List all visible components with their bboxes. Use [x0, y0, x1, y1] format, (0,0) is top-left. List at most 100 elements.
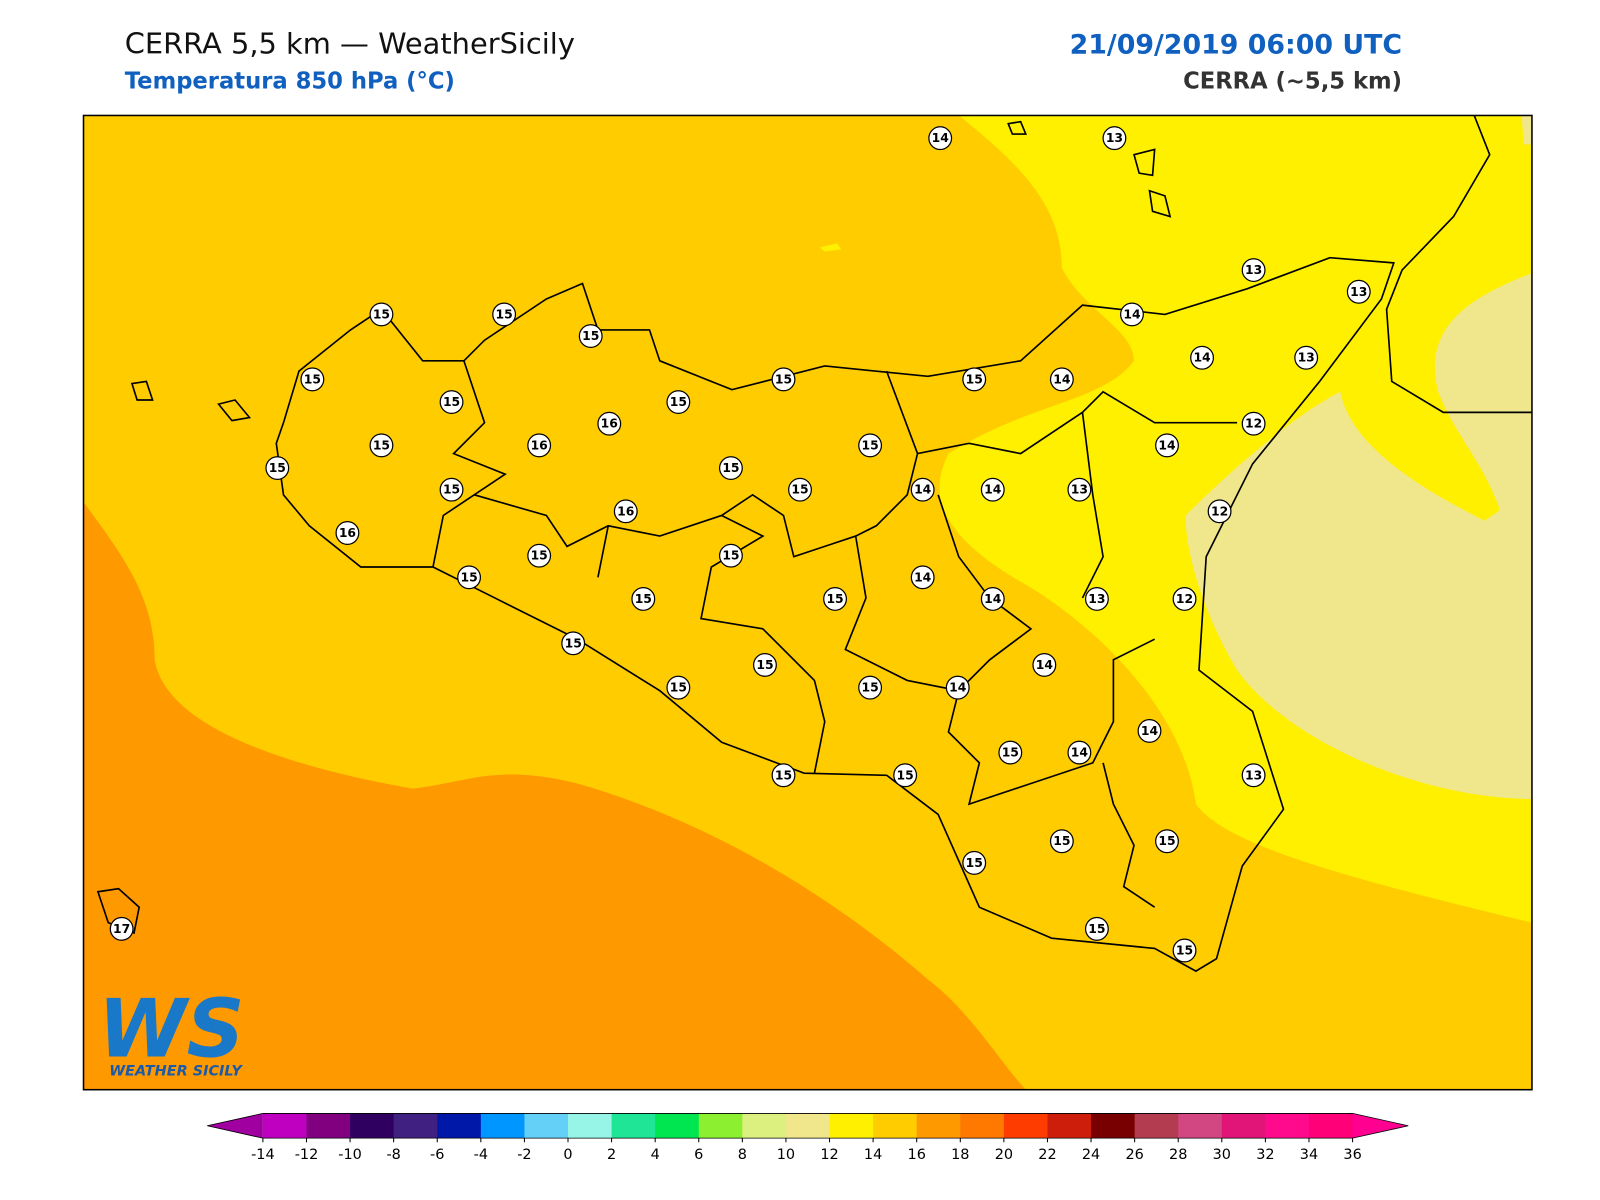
station-marker [718, 456, 743, 480]
station-value: 14 [1053, 372, 1071, 386]
station-marker [666, 675, 691, 700]
station-value: 15 [1158, 834, 1175, 848]
station-marker [1137, 718, 1162, 743]
station-value: 16 [617, 504, 634, 518]
station-marker [1155, 433, 1179, 458]
station-value: 15 [269, 461, 286, 475]
provinces [432, 360, 1238, 908]
station-value: 14 [1158, 438, 1176, 452]
station-marker [578, 324, 603, 349]
colorbar-tick-label: 4 [651, 1147, 660, 1163]
station-marker [1346, 279, 1371, 304]
station-value: 15 [373, 438, 390, 452]
station: 17 [109, 916, 134, 941]
station: 15 [998, 740, 1023, 765]
station: 14 [1155, 433, 1179, 458]
station-value: 15 [1053, 834, 1070, 848]
coastline [275, 256, 1395, 973]
station: 15 [561, 631, 586, 656]
station-value: 15 [862, 438, 879, 452]
station: 15 [858, 433, 883, 458]
station-value: 15 [775, 768, 792, 782]
station-value: 13 [1245, 263, 1262, 277]
station-value: 15 [1176, 944, 1193, 958]
station: 15 [439, 390, 464, 415]
colorbar-tick-label: 24 [1082, 1147, 1100, 1163]
colorbar-segment [568, 1113, 613, 1139]
station: 14 [980, 477, 1005, 502]
station-marker [962, 367, 987, 392]
station-value: 14 [932, 131, 950, 145]
colorbar-segment [916, 1113, 961, 1139]
field-12-14 [819, 243, 842, 252]
station-marker [962, 850, 987, 875]
station-marker [561, 631, 586, 656]
colorbar-segment [655, 1113, 700, 1139]
station: 15 [718, 456, 743, 480]
station: 15 [369, 302, 394, 327]
station-value: 15 [443, 483, 460, 497]
station: 15 [457, 565, 482, 590]
colorbar-segment [480, 1113, 525, 1139]
station-value: 14 [949, 681, 967, 695]
station: 15 [893, 763, 918, 788]
station-value: 15 [791, 483, 808, 497]
station-value: 15 [862, 681, 879, 695]
colorbar-tick-label: 16 [908, 1147, 926, 1163]
colorbar-segment [785, 1113, 831, 1139]
colorbar-tick-label: -4 [474, 1147, 488, 1163]
station: 14 [928, 126, 953, 151]
station: 15 [1084, 916, 1109, 941]
colorbar-tick-label: 26 [1125, 1147, 1143, 1163]
station-marker [666, 390, 691, 415]
station-value: 14 [914, 483, 932, 497]
station-value: 15 [531, 549, 548, 563]
station-marker [1102, 126, 1127, 151]
station-marker [1120, 302, 1144, 327]
colorbar-segment [1047, 1113, 1092, 1139]
station-value: 12 [1211, 504, 1228, 518]
station-value: 15 [670, 681, 687, 695]
station-value: 12 [1245, 417, 1262, 431]
station-value: 15 [443, 395, 460, 409]
station-value: 15 [565, 636, 582, 650]
station-value: 14 [1071, 746, 1089, 760]
station: 14 [910, 565, 935, 590]
field-10-12 [1185, 273, 1532, 799]
station-marker [527, 543, 552, 568]
station-marker [439, 390, 464, 415]
station-marker [457, 565, 482, 590]
station: 15 [1155, 829, 1179, 854]
station-value: 15 [756, 658, 773, 672]
station: 13 [1067, 477, 1092, 502]
colorbar: -14 -12 -10 -8 -6 -4 -2 0 2 4 6 8 10 12 14 16 18 20 22 24 26… [207, 1112, 1409, 1163]
station-marker [823, 587, 848, 611]
station: 12 [1241, 411, 1266, 436]
islands [96, 120, 1172, 935]
station: 14 [1190, 345, 1215, 370]
colorbar-segment [1221, 1113, 1266, 1139]
colorbar-tick-label: 30 [1213, 1147, 1231, 1163]
station-marker [998, 740, 1023, 765]
station-marker [858, 433, 883, 458]
title: CERRA 5,5 km — WeatherSicily [125, 27, 575, 61]
station-value: 16 [339, 526, 356, 540]
model-label: CERRA (~5,5 km) [1183, 69, 1402, 95]
colorbar-tick-label: 34 [1300, 1147, 1318, 1163]
colorbar-tick-label: 10 [777, 1147, 795, 1163]
colorbar-tick-label: 22 [1038, 1147, 1056, 1163]
stations: 14 13 13 13 15 15 15 14 14 13 15 15 15 14 15 15 16 12 15 16… [109, 126, 1371, 963]
colorbar-tick-label: 36 [1343, 1147, 1361, 1163]
station: 14 [1137, 718, 1162, 743]
colorbar-segment [1134, 1113, 1179, 1139]
station-value: 15 [722, 461, 739, 475]
station-value: 13 [1071, 483, 1088, 497]
station-marker [718, 543, 743, 568]
colorbar-tick-label: -12 [295, 1147, 319, 1163]
station: 16 [527, 433, 552, 458]
logo-mark: WS [98, 982, 245, 1076]
colorbar-tick-label: 28 [1169, 1147, 1187, 1163]
station-value: 15 [966, 372, 983, 386]
colorbar-tick-label: 18 [951, 1147, 969, 1163]
station-value: 13 [1245, 768, 1262, 782]
